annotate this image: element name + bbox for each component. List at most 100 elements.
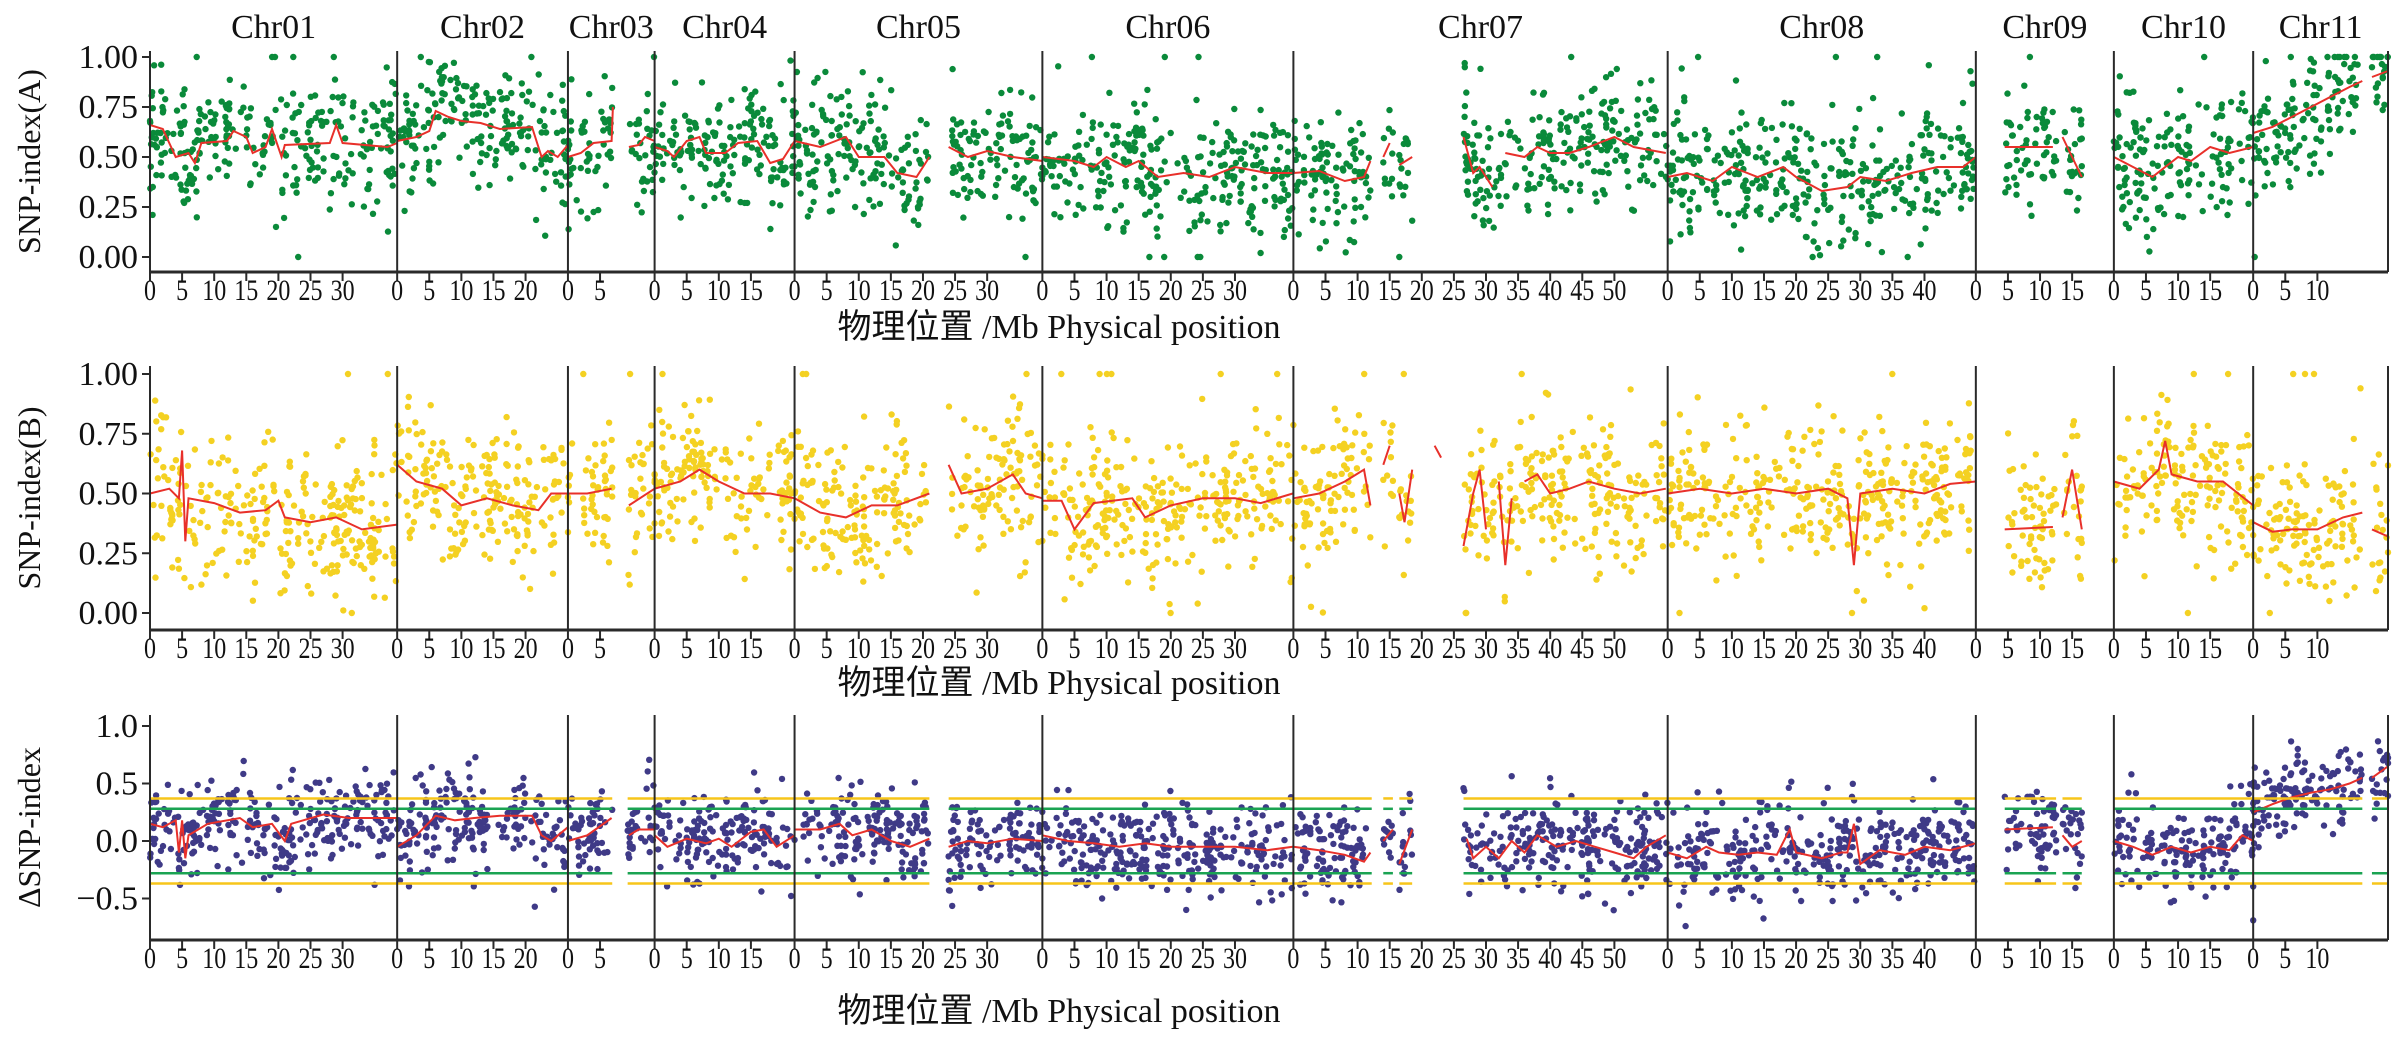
- snp-point: [1954, 436, 1961, 444]
- snp-point: [1319, 609, 1327, 616]
- snp-point: [888, 87, 895, 94]
- snp-point: [681, 458, 689, 465]
- snp-point: [1097, 204, 1104, 211]
- snp-point: [243, 126, 251, 133]
- snp-point: [212, 152, 219, 160]
- snp-point: [2379, 106, 2386, 114]
- snp-point: [1618, 107, 1625, 115]
- snp-point: [915, 221, 922, 229]
- snp-point: [1596, 462, 1603, 469]
- snp-point: [429, 507, 437, 514]
- snp-point: [167, 521, 174, 528]
- snp-point: [2217, 150, 2225, 158]
- snp-point: [303, 451, 310, 458]
- snp-point: [2205, 533, 2213, 541]
- snp-point: [2303, 481, 2310, 489]
- snp-point: [1652, 494, 1659, 502]
- snp-point: [1311, 145, 1318, 152]
- snp-point: [949, 127, 956, 134]
- snp-point: [2266, 509, 2273, 517]
- snp-point: [702, 139, 709, 146]
- snp-point: [175, 565, 183, 572]
- snp-point: [329, 491, 336, 498]
- snp-point: [1627, 539, 1634, 546]
- x-tick-label: 20: [1784, 274, 1808, 307]
- snp-point: [1275, 166, 1282, 174]
- snp-point: [2372, 587, 2380, 595]
- snp-point: [335, 497, 342, 505]
- snp-point: [1096, 370, 1103, 378]
- snp-point: [1142, 211, 1149, 218]
- snp-point: [1636, 177, 1644, 184]
- snp-point: [154, 475, 162, 482]
- snp-point: [1701, 521, 1708, 528]
- snp-point: [1361, 370, 1368, 378]
- x-tick-label: 10: [2028, 274, 2052, 307]
- snp-point: [152, 574, 159, 581]
- snp-point: [893, 472, 901, 480]
- snp-point: [1736, 125, 1744, 132]
- snp-point: [1346, 163, 1354, 170]
- snp-point: [577, 208, 585, 215]
- snp-point: [1924, 194, 1931, 202]
- snp-point: [1790, 159, 1797, 166]
- snp-point: [1934, 209, 1941, 217]
- snp-point: [2023, 157, 2030, 164]
- snp-point: [1596, 506, 1604, 513]
- snp-point: [904, 141, 912, 149]
- snp-point: [425, 107, 433, 114]
- x-tick-label: 10: [202, 274, 226, 307]
- snp-point: [406, 128, 413, 135]
- x-tick-label: 25: [1191, 274, 1215, 307]
- snp-point: [1667, 168, 1674, 175]
- snp-point: [1297, 479, 1304, 486]
- snp-point: [1773, 190, 1780, 198]
- snp-point: [1888, 478, 1895, 485]
- snp-point: [1536, 114, 1543, 121]
- snp-point: [1387, 454, 1395, 461]
- snp-point: [685, 428, 692, 435]
- snp-point: [1350, 506, 1358, 513]
- snp-point: [688, 194, 695, 202]
- snp-point: [1357, 203, 1365, 211]
- snp-point: [1795, 462, 1802, 470]
- snp-point: [1778, 205, 1785, 212]
- snp-point: [860, 180, 867, 187]
- snp-point: [581, 512, 588, 519]
- snp-point: [1928, 157, 1935, 164]
- snp-point: [661, 487, 668, 494]
- snp-point: [2379, 75, 2386, 82]
- snp-point: [1580, 444, 1588, 451]
- snp-point: [332, 592, 339, 599]
- snp-point: [1347, 140, 1354, 147]
- snp-point: [698, 473, 705, 481]
- snp-point: [541, 122, 548, 130]
- snp-point: [875, 126, 882, 133]
- snp-point: [1389, 150, 1396, 157]
- snp-point: [1934, 125, 1942, 132]
- snp-point: [448, 100, 455, 108]
- x-tick-label: 40: [1538, 274, 1562, 307]
- snp-point: [1108, 429, 1115, 436]
- snp-point: [1617, 152, 1625, 159]
- snp-point: [827, 191, 834, 198]
- snp-point: [1798, 167, 1805, 174]
- snp-point: [877, 76, 884, 84]
- snp-point: [224, 457, 232, 464]
- snp-point: [1604, 142, 1611, 149]
- snp-point: [1203, 513, 1210, 520]
- snp-point: [687, 141, 694, 149]
- snp-point: [1938, 499, 1945, 506]
- snp-point: [459, 540, 467, 548]
- snp-point: [705, 154, 713, 162]
- snp-point: [308, 159, 315, 166]
- snp-point: [2071, 170, 2078, 177]
- snp-point: [1567, 179, 1574, 187]
- snp-point: [2225, 539, 2232, 546]
- snp-point: [1125, 158, 1133, 165]
- snp-point: [2004, 90, 2011, 97]
- snp-point: [1546, 132, 1554, 139]
- snp-point: [681, 401, 688, 409]
- snp-point: [949, 169, 956, 176]
- snp-point: [2188, 517, 2195, 525]
